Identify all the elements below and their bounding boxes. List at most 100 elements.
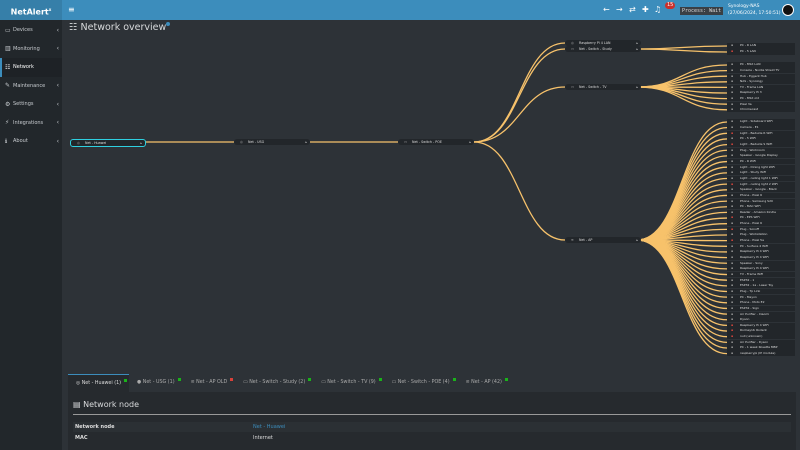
avatar[interactable] [782, 4, 794, 16]
leaf-label: Air Purifier - Dyson [740, 339, 769, 344]
tree-leaf[interactable]: ▪ Air Purifier - Dyson [727, 339, 795, 345]
tree-leaf[interactable]: ▪ Dyson [727, 317, 795, 323]
tree-leaf[interactable]: ▪ PC - R WiFi [727, 158, 795, 165]
expand-icon[interactable]: ▸ [305, 140, 307, 144]
tree-leaf[interactable]: ▪ PC - MAC WiFi [727, 204, 795, 210]
tree-leaf[interactable]: ▪ PC - 5 WiFi [727, 136, 795, 142]
tree-leaf[interactable]: ▪ PC - 5 LAN [727, 49, 795, 55]
tree-edge [636, 239, 728, 355]
bell-icon[interactable]: ♫ [654, 5, 662, 14]
tree-leaf[interactable]: ▪ PC - Mayon [727, 294, 795, 300]
tree-node[interactable]: ▭ Net - Switch - POE ▸ [398, 139, 474, 145]
tree-node[interactable]: ◎ Raspberry Pi 4 LAN ▸ [565, 40, 641, 46]
tree-leaf[interactable]: ▪ PC - R LAN [727, 43, 795, 49]
tree-leaf[interactable]: ▪ RodneyUk Rodent [727, 328, 795, 334]
tree-leaf[interactable]: ▪ PC - EPS WiFi [727, 215, 795, 221]
tree-leaf[interactable]: ▪ NAS - Synology [727, 79, 795, 85]
tree-node[interactable]: ▭ Net - Switch - Study ▸ [565, 46, 641, 52]
tree-leaf[interactable]: ▪ Hub - Eggent Hub [727, 73, 795, 79]
tree-node[interactable]: ≋ Net - AP ▸ [565, 237, 641, 243]
tree-leaf[interactable]: ▪ ESP32 - 1a - Laser Toy [727, 283, 795, 289]
sidebar-item-network[interactable]: ☷ Network [0, 58, 62, 77]
node-icon: ◎ [76, 381, 82, 386]
tree-leaf[interactable]: ▪ Speaker - Sony [727, 260, 795, 266]
tree-leaf[interactable]: ▪ PC - 1 week Rosetta MBP [727, 345, 795, 351]
tree-leaf[interactable]: ▪ Light - ceiling light 1 WiFi [727, 175, 795, 182]
tree-leaf[interactable]: ▪ ESP32 - Sign [727, 305, 795, 312]
tree-leaf[interactable]: ▪ Raspberry Pi 4 WiFi [727, 266, 795, 272]
tree-leaf[interactable]: ▪ Light - Study WiFi [727, 170, 795, 176]
tree-leaf[interactable]: ▪ Raspberry Pi 4 WiFi [727, 322, 795, 328]
tree-leaf[interactable]: ▪ TV - Frame WiFi [727, 271, 795, 278]
sidebar-item-integrations[interactable]: ⚡ Integrations ‹ [0, 114, 62, 133]
tree-leaf[interactable]: ▪ PC - MSX old [727, 96, 795, 102]
tree-node[interactable]: ◎ Net - Huawei ▸ [70, 139, 146, 147]
leaf-label: Light - Study WiFi [740, 170, 767, 175]
tree-leaf[interactable]: ▪ ESP32 - 1 [727, 277, 795, 283]
expand-icon[interactable]: ▸ [469, 140, 471, 144]
tree-leaf[interactable]: ▪ Light - Bedside R WiFi [727, 130, 795, 136]
laptop-icon: ▭ [5, 26, 11, 34]
expand-icon[interactable]: ▸ [140, 141, 142, 145]
tree-leaf[interactable]: ▪ null (unknown) [727, 334, 795, 340]
tree-leaf[interactable]: ▪ Light - Bedside S WiFi [727, 142, 795, 148]
sidebar: ▭ Devices ‹ ▥ Monitoring ‹ ☷ Network ✎ Mainten… [0, 20, 62, 450]
expand-icon[interactable]: ▸ [636, 47, 638, 51]
tree-leaf[interactable]: ▪ Air Purifier - Xiaomi [727, 311, 795, 317]
tree-leaf[interactable]: ▪ Phone - Pixel 5a [727, 238, 795, 244]
tree-leaf[interactable]: ▪ Phone - Moto E2 [727, 300, 795, 306]
tab-node[interactable]: ▭ Net - Switch - Study (2) [235, 374, 313, 392]
help-icon[interactable] [166, 22, 171, 26]
sidebar-item-monitoring[interactable]: ▥ Monitoring ‹ [0, 40, 62, 59]
tree-leaf[interactable]: ▪ Reader - Amazon Kindle [727, 209, 795, 215]
tree-leaf[interactable]: ▪ Phone - Pixel 6 [727, 221, 795, 227]
tab-node[interactable]: ≋ Net - AP OLD [183, 374, 236, 392]
tree-leaf[interactable]: ▪ Raspberry Pi 3 [727, 90, 795, 96]
tree-node[interactable]: ◎ Net - USG ▸ [234, 139, 310, 145]
forward-icon[interactable]: → [616, 5, 623, 14]
tree-leaf[interactable]: ▪ raspberrypi (IP module) [727, 351, 795, 357]
tree-leaf[interactable]: ▪ Plug - Workroom [727, 147, 795, 153]
tab-node[interactable]: ▭ Net - Switch - POE (4) [384, 374, 458, 392]
tree-leaf[interactable]: ▪ Phone - Pixel 6 [727, 192, 795, 199]
logo[interactable]: NetAlertx [0, 0, 62, 20]
tree-leaf[interactable]: ▪ Camera - E1 [727, 125, 795, 131]
expand-icon[interactable]: ▸ [636, 85, 638, 89]
sidebar-item-settings[interactable]: ⚙ Settings ‹ [0, 95, 62, 114]
node-tabs: ◎ Net - Huawei (1) ● Net - USG (1) ≋ Net -… [68, 374, 510, 392]
tree-leaf[interactable]: ▪ Speaker - Google Display [727, 153, 795, 159]
tree-leaf[interactable]: ▪ Chromecast [727, 107, 795, 113]
tree-leaf[interactable]: ▪ Pixel 3a [727, 101, 795, 107]
sidebar-item-devices[interactable]: ▭ Devices ‹ [0, 21, 62, 40]
tree-leaf[interactable]: ▪ Console - Nvidia Shield TV [727, 68, 795, 74]
expand-icon[interactable]: ▸ [636, 41, 638, 45]
tree-leaf[interactable]: ▪ PC - MSX LAN [727, 62, 795, 68]
tab-node[interactable]: ▭ Net - Switch - TV (9) [313, 374, 383, 392]
tree-leaf[interactable]: ▪ Plug - Workstation [727, 232, 795, 238]
tree-leaf[interactable]: ▪ PC - Surface 4 WiFi [727, 243, 795, 249]
tree-node[interactable]: ▭ Net - Switch - TV ▸ [565, 84, 641, 90]
back-icon[interactable]: ← [603, 5, 610, 14]
tree-leaf[interactable]: ▪ Raspberry Pi 4 WiFi [727, 255, 795, 261]
sidebar-item-about[interactable]: ℹ About ‹ [0, 132, 62, 151]
tree-leaf[interactable]: ▪ Plug - Tp Link [727, 288, 795, 295]
tree-leaf[interactable]: ▪ Light - Sideboard WiFi [727, 119, 795, 125]
refresh-icon[interactable]: ⇄ [629, 5, 636, 14]
plus-icon[interactable]: ✚ [642, 5, 649, 14]
tab-node[interactable]: ≋ Net - AP (42) [458, 374, 510, 392]
device-icon: ▪ [731, 215, 734, 220]
tree-leaf[interactable]: ▪ Light - Dining light WiFi [727, 164, 795, 170]
tree-leaf[interactable]: ▪ TV - Frame LAN [727, 84, 795, 90]
expand-icon[interactable]: ▸ [636, 238, 638, 242]
menu-toggle-icon[interactable]: ≡ [68, 5, 75, 14]
tree-leaf[interactable]: ▪ Raspberry Pi 4 WiFi [727, 249, 795, 255]
tree-leaf[interactable]: ▪ Phone - Samsung S20 [727, 198, 795, 204]
sidebar-item-maintenance[interactable]: ✎ Maintenance ‹ [0, 77, 62, 96]
tree-leaf[interactable]: ▪ Speaker - Google - Black [727, 187, 795, 193]
tab-node[interactable]: ● Net - USG (1) [129, 374, 183, 392]
node-link[interactable]: Net - Huawei [253, 424, 286, 430]
tree-leaf[interactable]: ▪ Light - ceiling light 2 WiFi [727, 181, 795, 187]
leaf-label: PC - Surface 4 WiFi [740, 243, 769, 248]
tree-leaf[interactable]: ▪ Plug - Sonoff [727, 226, 795, 232]
tab-node[interactable]: ◎ Net - Huawei (1) [68, 374, 130, 392]
